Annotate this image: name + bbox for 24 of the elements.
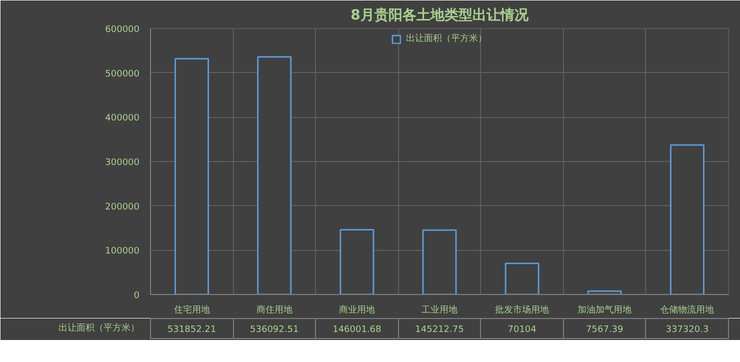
data-label: 531852.21 (167, 325, 216, 335)
x-tick-label: 住宅用地 (174, 304, 210, 316)
data-label: 146001.68 (332, 325, 382, 335)
y-tick-label: 0 (134, 291, 140, 301)
x-tick-label: 批发市场用地 (495, 304, 550, 316)
y-tick-label: 100000 (105, 246, 140, 257)
y-tick-label: 200000 (105, 202, 140, 212)
chart-title: 8月贵阳各土地类型出让情况 (350, 8, 530, 24)
x-tick-label: 商住用地 (256, 304, 292, 316)
y-tick-label: 500000 (105, 69, 140, 80)
text: 出让面积（平方米） (58, 324, 140, 334)
data-label: 7567.39 (586, 325, 624, 335)
data-label: 337320.3 (666, 325, 709, 335)
x-tick-label: 工业用地 (422, 304, 458, 316)
y-tick-label: 600000 (105, 25, 140, 35)
legend-label: 出让面积（平方米） (406, 32, 487, 45)
y-tick-label: 400000 (105, 114, 140, 124)
x-tick-label: 商业用地 (338, 304, 375, 316)
data-label: 145212.75 (415, 325, 464, 335)
x-tick-label: 加油加气用地 (578, 304, 632, 316)
x-tick-label: 仓储物流用地 (660, 304, 714, 316)
data-label: 70104 (508, 325, 537, 335)
data-label: 536092.51 (250, 325, 299, 335)
y-tick-label: 300000 (105, 158, 140, 168)
